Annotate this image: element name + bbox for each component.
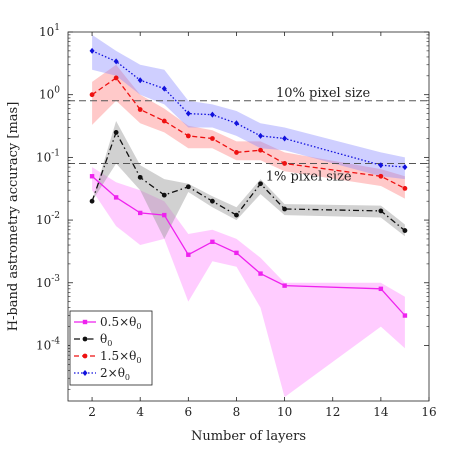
point-series-1 (161, 192, 167, 198)
y-tick-label: 100 (39, 86, 60, 102)
point-series-0 (282, 283, 287, 288)
y-axis-label: H-band astrometry accuracy [mas] (6, 102, 21, 332)
point-series-0 (162, 212, 167, 218)
point-series-1 (258, 181, 263, 187)
series-markers (89, 47, 408, 318)
point-series-2 (378, 173, 384, 179)
point-series-1 (402, 228, 408, 233)
point-series-2 (113, 75, 119, 81)
point-series-2 (89, 92, 95, 98)
legend-label-3: 2×θ0 (100, 366, 130, 382)
y-tick-label: 101 (39, 23, 60, 39)
legend-marker-3 (82, 370, 88, 376)
point-series-1 (113, 130, 119, 135)
point-series-3 (89, 47, 95, 54)
point-series-2 (185, 133, 191, 139)
y-tick-label: 10-4 (36, 336, 60, 352)
point-series-2 (282, 161, 287, 166)
point-series-1 (89, 198, 95, 204)
reference-annotations: 10% pixel size 1% pixel size (266, 86, 371, 185)
point-series-2 (402, 186, 408, 191)
point-series-0 (89, 174, 95, 179)
point-series-1 (378, 208, 384, 214)
y-tick-label: 10-3 (36, 274, 60, 290)
point-series-0 (234, 250, 239, 256)
point-series-2 (234, 150, 239, 155)
annotation-1pct: 1% pixel size (266, 169, 352, 184)
y-tick-label: 10-1 (36, 148, 60, 164)
point-series-3 (185, 110, 191, 117)
legend-label-0: 0.5×θ0 (100, 315, 141, 331)
legend-marker-0 (82, 319, 88, 325)
x-tick-label: 16 (421, 405, 436, 419)
point-series-3 (402, 164, 408, 171)
point-series-3 (258, 132, 264, 139)
point-series-0 (186, 252, 191, 257)
point-series-3 (137, 77, 143, 84)
point-series-3 (233, 120, 239, 127)
point-series-1 (210, 198, 215, 204)
x-axis-ticks: 2 4 6 8 10 12 14 16 (88, 32, 437, 419)
plot-frame (67, 31, 430, 402)
point-series-0 (210, 239, 215, 245)
point-series-0 (258, 271, 263, 276)
point-series-3 (282, 135, 288, 142)
legend-label-2: 1.5×θ0 (100, 349, 141, 365)
x-tick-label: 4 (136, 405, 144, 419)
annotation-10pct: 10% pixel size (276, 86, 370, 101)
x-tick-label: 10 (277, 405, 292, 419)
point-series-2 (258, 147, 263, 153)
x-axis-label: Number of layers (191, 429, 306, 444)
point-series-1 (185, 184, 191, 190)
legend-marker-2 (82, 353, 88, 359)
point-series-2 (210, 136, 215, 141)
y-axis-ticks: 10-4 10-3 10-2 10-1 100 101 (36, 23, 429, 390)
y-tick-label: 10-2 (36, 211, 60, 227)
point-series-1 (282, 206, 287, 212)
point-series-0 (138, 210, 143, 216)
point-series-1 (137, 174, 143, 180)
x-tick-label: 8 (233, 405, 241, 419)
x-tick-label: 12 (325, 405, 340, 419)
x-tick-label: 6 (185, 405, 193, 419)
reference-lines (68, 100, 429, 164)
point-series-3 (378, 162, 384, 169)
point-series-3 (161, 85, 167, 92)
point-series-0 (402, 313, 408, 318)
band-series-2 (92, 64, 405, 199)
point-series-3 (209, 111, 215, 118)
point-series-0 (113, 195, 119, 200)
band-series-3 (92, 34, 405, 180)
point-series-2 (161, 118, 167, 124)
point-series-1 (234, 212, 239, 218)
point-series-0 (378, 286, 384, 292)
legend-label-1: θ0 (100, 332, 112, 348)
legend-marker-1 (82, 336, 88, 342)
point-series-3 (113, 58, 119, 65)
x-tick-label: 2 (88, 405, 96, 419)
point-series-2 (137, 107, 143, 112)
x-tick-label: 14 (373, 405, 389, 419)
